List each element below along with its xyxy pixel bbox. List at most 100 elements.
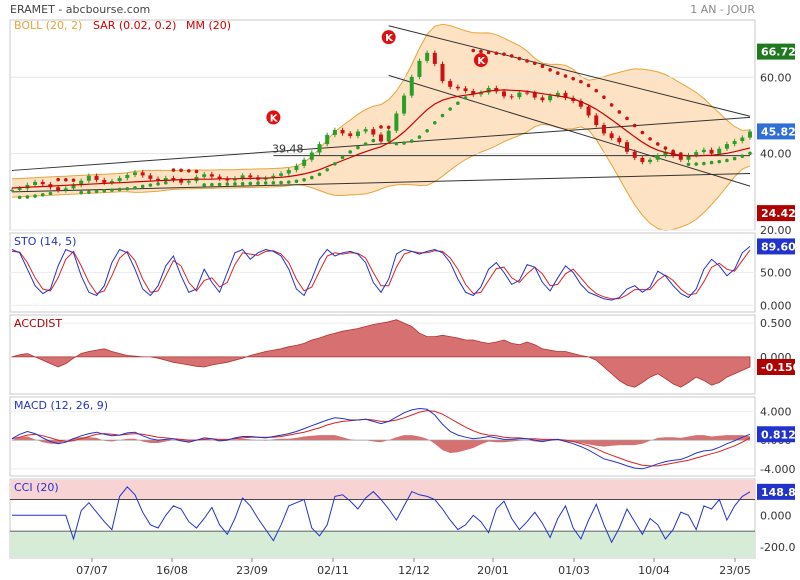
sar-dot <box>702 161 706 166</box>
candle-body <box>517 92 522 98</box>
candle-body <box>724 144 729 149</box>
candle-body <box>748 131 752 138</box>
cci-overbought-zone <box>11 480 755 500</box>
sar-dot <box>133 186 137 190</box>
sar-dot <box>502 52 506 56</box>
price-badge: 24.42 <box>761 207 796 220</box>
cci-line <box>12 486 751 544</box>
candle-body <box>355 131 360 137</box>
sma20-line <box>11 89 751 189</box>
candle-body <box>294 165 299 171</box>
sar-dot <box>686 162 691 167</box>
sar-dot <box>279 180 283 185</box>
sar-dot <box>417 135 422 139</box>
sar-dot <box>640 130 645 135</box>
candle-body <box>79 180 84 185</box>
sar-dot <box>256 181 260 186</box>
accdist-badge: -0.150 <box>761 361 800 374</box>
sar-dot <box>71 178 76 182</box>
sar-dot <box>379 125 383 129</box>
candle-body <box>232 178 237 181</box>
candle-body <box>594 115 599 125</box>
candle-body <box>701 149 706 153</box>
macd-tick-label: -4.000 <box>760 463 795 476</box>
sar-dot <box>348 150 353 154</box>
candle-body <box>133 172 137 176</box>
candle-body <box>209 174 214 177</box>
candle-body <box>125 175 130 179</box>
trendline <box>11 116 751 171</box>
sar-dot <box>463 96 468 100</box>
sar-dot <box>110 188 114 192</box>
sar-dot <box>386 125 391 130</box>
candle-body <box>471 91 476 95</box>
sar-dot <box>148 183 153 187</box>
sar-dot <box>609 103 614 107</box>
candle-body <box>148 175 153 179</box>
sar-dot <box>40 192 45 197</box>
sar-dot <box>310 175 314 180</box>
candle-body <box>10 189 14 191</box>
sar-dot <box>194 169 199 174</box>
sar-dot <box>671 149 675 154</box>
sar-dot <box>294 179 299 184</box>
candle-body <box>240 175 245 179</box>
candle-body <box>532 92 537 98</box>
sar-dot <box>517 56 522 61</box>
candle-body <box>455 86 460 89</box>
price-badge: 66.72 <box>761 46 796 59</box>
sar-dot <box>48 191 53 196</box>
sar-dot <box>325 167 329 172</box>
candle-body <box>525 92 530 94</box>
x-axis-label: 16/08 <box>156 564 188 577</box>
candle-body <box>425 52 430 61</box>
candle-body <box>448 81 453 87</box>
sar-dot <box>394 141 399 146</box>
sto-d-line <box>11 249 751 300</box>
sar-dot <box>125 187 130 191</box>
candle-body <box>340 129 345 134</box>
k-marker-label: K <box>270 113 279 124</box>
candle-body <box>379 134 383 142</box>
x-axis-label: 02/11 <box>317 564 349 577</box>
candle-body <box>578 100 583 107</box>
sar-dot <box>602 95 606 100</box>
cci-panel-frame <box>9 478 756 559</box>
candle-body <box>17 188 22 190</box>
candle-body <box>217 176 222 179</box>
sar-dot <box>356 145 360 150</box>
sar-dot <box>56 177 60 182</box>
candle-body <box>409 76 414 96</box>
k-marker <box>381 30 396 45</box>
sar-dot <box>171 168 176 172</box>
candle-body <box>632 151 637 158</box>
k-marker-label: K <box>477 56 486 67</box>
candle-body <box>463 88 468 92</box>
x-axis-label: 10/04 <box>638 564 670 577</box>
candle-body <box>309 152 314 160</box>
sar-dot <box>217 182 222 187</box>
candle-body <box>402 95 407 114</box>
candle-body <box>509 96 514 98</box>
accdist-title: ACCDIST <box>14 317 62 330</box>
sar-dot <box>448 107 452 111</box>
candle-body <box>663 151 668 156</box>
sar-dot <box>655 142 660 146</box>
bollinger-lower-line <box>11 123 751 232</box>
price-badge-bg <box>757 43 795 60</box>
accdist-panel-frame <box>9 314 756 395</box>
sar-dot <box>617 110 622 114</box>
candle-body <box>332 129 337 135</box>
x-axis-label: 12/12 <box>398 564 430 577</box>
candle-body <box>678 155 683 160</box>
candle-body <box>94 175 99 180</box>
cci-tick-label: 0.000 <box>760 509 792 522</box>
sar-dot <box>456 101 460 106</box>
sar-dot <box>579 79 583 84</box>
candle-body <box>163 178 168 181</box>
candle-body <box>686 155 691 160</box>
cci-oversold-zone <box>11 531 755 557</box>
candle-body <box>325 134 330 145</box>
sto-k-line <box>11 246 751 301</box>
